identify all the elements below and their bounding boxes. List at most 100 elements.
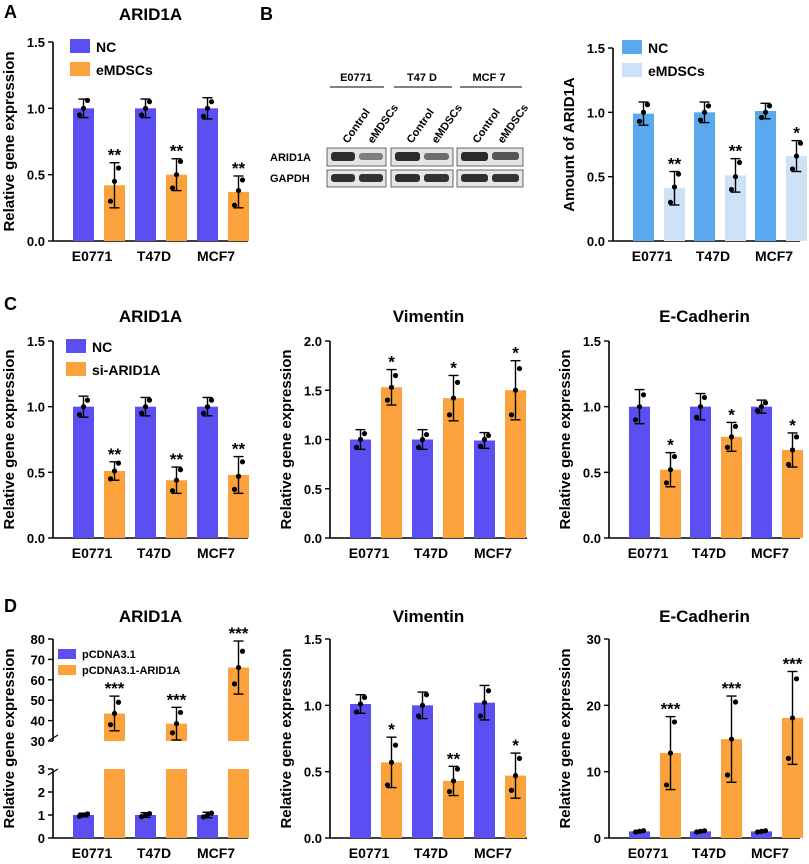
chart-d1-legend-swatch bbox=[58, 649, 76, 659]
chart-b-data-point bbox=[675, 171, 682, 177]
blot-row-arid1a: ARID1A bbox=[270, 152, 311, 164]
panel-label-c: C bbox=[4, 294, 17, 314]
chart-a-data-point bbox=[80, 105, 87, 111]
chart-c1-bar-control bbox=[197, 406, 218, 538]
chart-d1-data-point bbox=[107, 722, 114, 728]
chart-b-significance: ** bbox=[729, 142, 743, 161]
chart-c1-legend-swatch bbox=[66, 362, 86, 376]
chart-c2-data-point bbox=[361, 430, 368, 437]
chart-c3-significance: * bbox=[667, 436, 674, 455]
chart-c2-significance: * bbox=[450, 358, 457, 377]
chart-d2-data-point bbox=[516, 755, 523, 762]
chart-d3: E-Cadherin Relative gene expression 0 10 20 3… bbox=[557, 607, 803, 861]
chart-d3-data-point bbox=[724, 772, 731, 778]
chart-b-bar-control bbox=[694, 112, 715, 241]
chart-a-legend-label: NC bbox=[96, 39, 116, 55]
chart-a-data-point bbox=[231, 202, 238, 208]
chart-c3-data-point bbox=[724, 444, 731, 450]
chart-c2-bar-treatment bbox=[443, 398, 464, 538]
chart-d1-data-point bbox=[115, 699, 122, 705]
chart-c3-ytick-label: 0.5 bbox=[583, 465, 601, 480]
chart-a-data-point bbox=[235, 187, 242, 194]
chart-b-data-point bbox=[697, 117, 704, 123]
chart-d1-data-point bbox=[204, 812, 211, 818]
chart-c2-ylabel: Relative gene expression bbox=[278, 349, 295, 529]
chart-a-legend-swatch bbox=[70, 39, 90, 53]
chart-c3-ytick-label: 1.5 bbox=[583, 334, 601, 349]
chart-c2-significance: * bbox=[388, 353, 395, 372]
chart-c2-data-point bbox=[481, 436, 488, 443]
chart-c3-title: E-Cadherin bbox=[659, 307, 750, 326]
chart-d3-title: E-Cadherin bbox=[659, 607, 750, 626]
chart-b-data-point bbox=[762, 109, 769, 115]
chart-d2-ytick-label: 0.5 bbox=[304, 765, 322, 780]
chart-d1-ytick-label-upper: 30 bbox=[31, 734, 45, 749]
chart-d1-significance: *** bbox=[167, 690, 187, 709]
chart-c2-data-point bbox=[423, 431, 430, 438]
chart-c3-bar-control bbox=[629, 406, 650, 538]
chart-d2-data-point bbox=[485, 688, 492, 694]
chart-c1-data-point bbox=[169, 488, 176, 494]
chart-c2-ytick-label: 0.5 bbox=[304, 482, 322, 497]
chart-d2-data-point bbox=[384, 782, 391, 788]
chart-c2-data-point bbox=[512, 387, 519, 393]
chart-b-xtick-label: E0771 bbox=[632, 248, 673, 264]
band-arid1a-control-1 bbox=[331, 152, 355, 161]
chart-c1-legend-swatch bbox=[66, 339, 86, 353]
chart-c1-ytick-label: 0.5 bbox=[27, 465, 45, 480]
chart-b-ytick-label: 0.0 bbox=[587, 234, 605, 249]
chart-d1: ARID1A Relative gene expression 0 1 2 3 30 40 50… bbox=[1, 607, 249, 861]
chart-b-ytick-label: 1.0 bbox=[587, 105, 605, 120]
chart-d3-data-point bbox=[789, 715, 796, 721]
chart-c3-xtick-label: MCF7 bbox=[751, 545, 789, 561]
chart-a-ytick-label: 0.0 bbox=[27, 234, 45, 249]
chart-d2-data-point bbox=[353, 709, 360, 715]
chart-b-ytick-label: 1.5 bbox=[587, 41, 605, 56]
chart-b-data-point bbox=[728, 186, 735, 193]
chart-c1-ytick-label: 1.0 bbox=[27, 400, 45, 415]
chart-b-legend-label: NC bbox=[648, 40, 668, 56]
chart-c3-data-point bbox=[793, 434, 800, 440]
chart-c2-data-point bbox=[392, 372, 399, 379]
chart-c2-bar-treatment bbox=[381, 387, 402, 538]
chart-d2-data-point bbox=[415, 713, 422, 719]
chart-a-ytick-label: 0.5 bbox=[27, 168, 45, 183]
chart-c3-data-point bbox=[697, 404, 704, 410]
chart-d2-ytick-label: 0.0 bbox=[304, 831, 322, 846]
chart-d1-data-point bbox=[208, 810, 215, 816]
band-arid1a-emdscs-3 bbox=[492, 152, 519, 160]
chart-b-data-point bbox=[789, 166, 796, 172]
chart-d1-axis-break-upper bbox=[47, 734, 59, 742]
chart-a-data-point bbox=[200, 113, 207, 119]
chart-d2-xtick-label: E0771 bbox=[349, 845, 390, 861]
chart-a-data-point bbox=[84, 97, 91, 103]
chart-c2-data-point bbox=[508, 412, 515, 418]
chart-c1: ARID1A Relative gene expression 0.0 0.5 1.0 1… bbox=[1, 307, 249, 561]
chart-c3-data-point bbox=[732, 423, 739, 429]
chart-d3-data-point bbox=[693, 829, 700, 835]
chart-c1-bar-control bbox=[135, 406, 156, 538]
chart-d2-significance: * bbox=[388, 720, 395, 739]
chart-a-ytick-label: 1.0 bbox=[27, 101, 45, 116]
chart-c3-data-point bbox=[667, 467, 674, 473]
chart-d1-ytick-label-lower: 0 bbox=[38, 831, 45, 846]
chart-c2-ytick-label: 1.5 bbox=[304, 383, 322, 398]
chart-d1-title: ARID1A bbox=[119, 607, 182, 626]
chart-c2-xtick-label: E0771 bbox=[349, 545, 390, 561]
chart-d2-data-point bbox=[392, 742, 399, 748]
chart-c2-bar-control bbox=[474, 440, 495, 538]
chart-d2-data-point bbox=[446, 788, 453, 795]
chart-d3-bar-treatment bbox=[721, 739, 742, 838]
chart-c3-data-point bbox=[636, 404, 643, 410]
blot-row-gapdh: GAPDH bbox=[270, 173, 310, 185]
chart-d1-ylabel: Relative gene expression bbox=[1, 648, 18, 828]
chart-a-data-point bbox=[204, 105, 211, 111]
chart-b-data-point bbox=[758, 114, 765, 121]
chart-d2-data-point bbox=[477, 713, 484, 719]
chart-c2-xtick-label: MCF7 bbox=[474, 545, 512, 561]
chart-c3-data-point bbox=[758, 404, 765, 410]
chart-b-data-point bbox=[701, 109, 708, 115]
chart-a-bar-control bbox=[73, 108, 94, 241]
chart-c1-data-point bbox=[115, 460, 122, 466]
chart-c2-xtick-label: T47D bbox=[414, 545, 448, 561]
